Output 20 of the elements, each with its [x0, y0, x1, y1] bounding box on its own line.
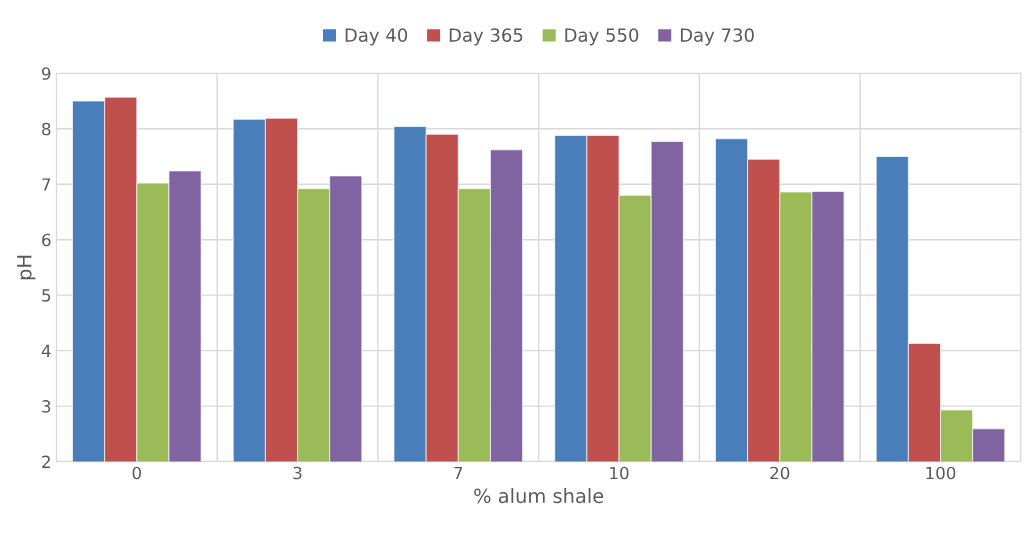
x-tick-label: 20: [770, 466, 790, 480]
y-tick-label: 3: [42, 400, 51, 413]
y-tick-label: 2: [42, 455, 50, 468]
y-tick-label: 7: [42, 178, 51, 191]
legend-label: Day 730: [680, 28, 754, 46]
y-tick-label: 9: [42, 67, 51, 80]
legend-label: Day 365: [449, 28, 523, 46]
x-tick-label: 7: [454, 466, 463, 480]
y-tick-label: 8: [42, 122, 51, 136]
y-axis-title: pH: [17, 255, 36, 280]
y-tick-label: 5: [42, 289, 51, 302]
x-axis-title: % alum shale: [474, 488, 604, 504]
y-tick-label: 4: [41, 344, 51, 357]
x-tick-label: 3: [293, 466, 302, 480]
y-tick-label: 6: [42, 233, 51, 247]
x-tick-label: 100: [926, 466, 956, 480]
legend-label: Day 40: [345, 28, 408, 46]
legend-label: Day 550: [565, 28, 639, 46]
x-tick-label: 0: [132, 466, 141, 480]
x-tick-label: 10: [610, 466, 629, 480]
